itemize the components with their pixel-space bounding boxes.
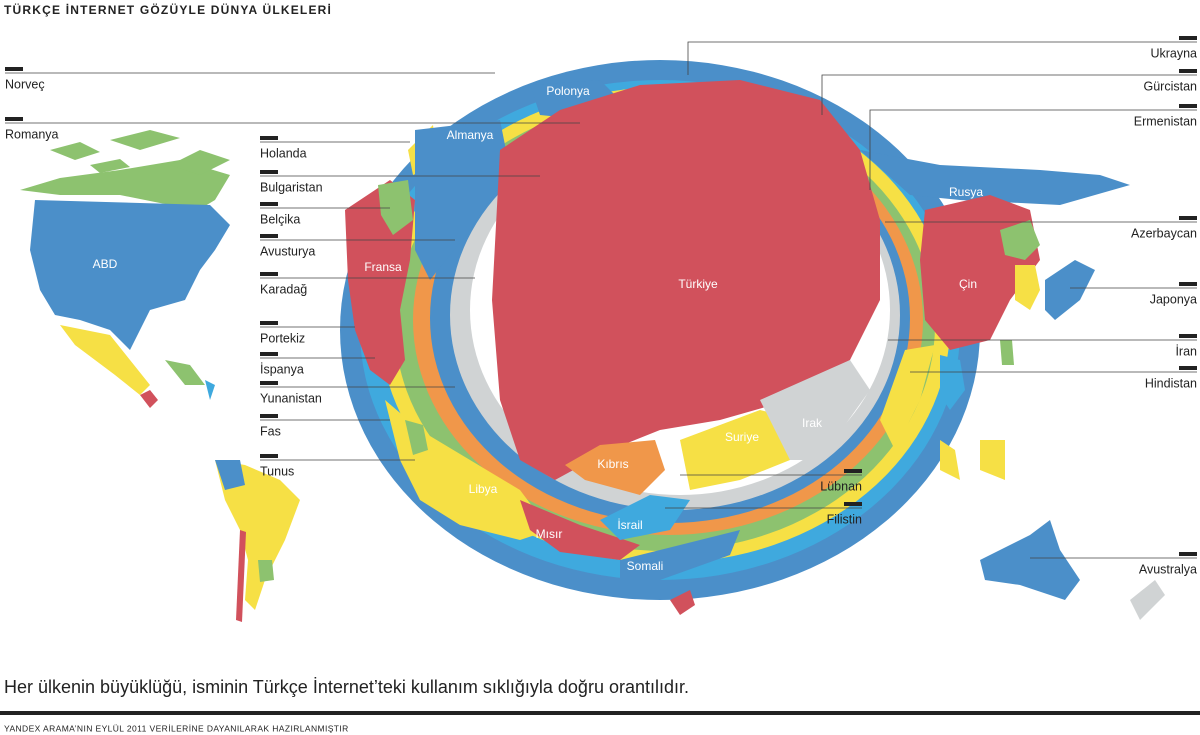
country-label: Irak: [802, 416, 823, 430]
country-label: Polonya: [546, 84, 590, 98]
callout-line: [687, 41, 1197, 75]
callout-label: Ukrayna: [1150, 46, 1197, 60]
map-shapes: [20, 60, 1165, 622]
country-label: Almanya: [447, 128, 494, 142]
country-label: Libya: [469, 482, 498, 496]
callout-label: İspanya: [260, 362, 304, 376]
callout-marker: [1179, 334, 1197, 338]
callout-marker: [1179, 552, 1197, 556]
callout-label: Azerbaycan: [1131, 226, 1197, 240]
country-label: Kıbrıs: [597, 457, 628, 471]
callout-marker: [260, 381, 278, 385]
title: TÜRKÇE İNTERNET GÖZÜYLE DÜNYA ÜLKELERİ: [4, 2, 332, 17]
callout-label: Tunus: [260, 464, 294, 478]
caption: Her ülkenin büyüklüğü, isminin Türkçe İn…: [4, 677, 689, 697]
callout-label: Hindistan: [1145, 376, 1197, 390]
callout-marker: [260, 454, 278, 458]
callout-label: Avustralya: [1139, 562, 1197, 576]
country-label: Somali: [627, 559, 664, 573]
callout-marker: [260, 234, 278, 238]
callout-label: Fas: [260, 424, 281, 438]
callout-label: Lübnan: [820, 479, 862, 493]
callout-label: Norveç: [5, 77, 45, 91]
callout-marker: [260, 272, 278, 276]
callout-line: [821, 74, 1197, 115]
callout-label: Yunanistan: [260, 391, 322, 405]
country-label: Rusya: [949, 185, 983, 199]
country-label: Çin: [959, 277, 977, 291]
callout-label: Holanda: [260, 146, 307, 160]
callout-marker: [844, 502, 862, 506]
callout-marker: [1179, 69, 1197, 73]
country-label: Türkiye: [678, 277, 718, 291]
callout-label: Gürcistan: [1144, 79, 1198, 93]
country-label: Fransa: [364, 260, 402, 274]
callout-line: [869, 109, 1197, 190]
callout-label: Karadağ: [260, 282, 307, 296]
callout-marker: [260, 170, 278, 174]
callout-marker: [260, 321, 278, 325]
callout-marker: [5, 67, 23, 71]
callout-label: Ermenistan: [1134, 114, 1197, 128]
callout-label: Japonya: [1150, 292, 1197, 306]
footer: YANDEX ARAMA’NIN EYLÜL 2011 VERİLERİNE D…: [4, 723, 349, 733]
callout-marker: [1179, 366, 1197, 370]
callout-label: Belçika: [260, 212, 300, 226]
callout-label: Avusturya: [260, 244, 315, 258]
callout-marker: [260, 352, 278, 356]
country-label: Suriye: [725, 430, 759, 444]
callout-marker: [1179, 104, 1197, 108]
callout-marker: [844, 469, 862, 473]
country-label: İsrail: [617, 518, 642, 532]
callout-label: Portekiz: [260, 331, 305, 345]
callout-label: Filistin: [827, 512, 862, 526]
callout-label: Romanya: [5, 127, 59, 141]
callout-marker: [260, 136, 278, 140]
callout-label: Bulgaristan: [260, 180, 323, 194]
callout-marker: [1179, 216, 1197, 220]
callout-label: İran: [1175, 344, 1197, 358]
callout-marker: [5, 117, 23, 121]
callout-marker: [260, 202, 278, 206]
callout-marker: [260, 414, 278, 418]
callout-marker: [1179, 36, 1197, 40]
country-label: ABD: [93, 257, 118, 271]
country-label: Mısır: [536, 527, 563, 541]
callout-marker: [1179, 282, 1197, 286]
